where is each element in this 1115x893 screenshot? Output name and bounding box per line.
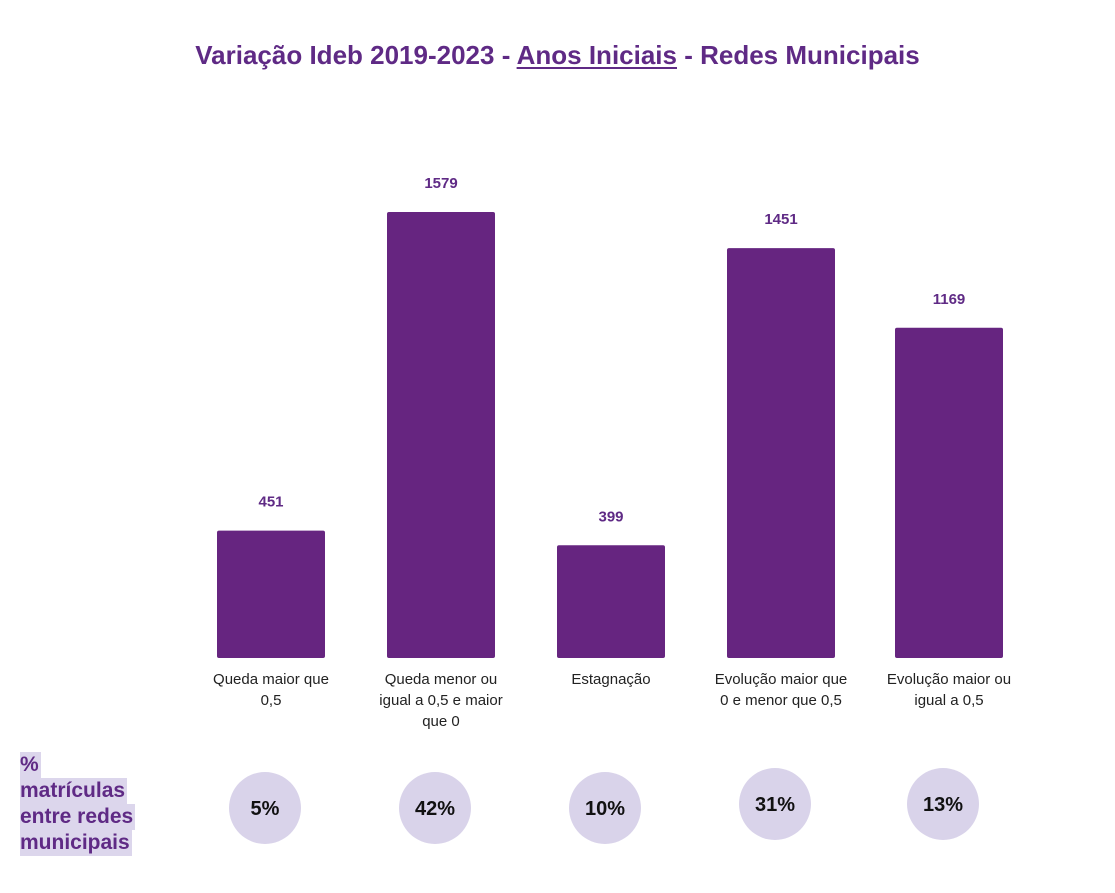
bar [727, 248, 835, 658]
category-label: Estagnação [571, 671, 650, 688]
category-label: Queda menor ou [385, 671, 498, 688]
bar-value-label: 399 [598, 508, 623, 525]
category-label: que 0 [422, 713, 460, 730]
category-label: igual a 0,5 e maior [379, 692, 502, 709]
percent-enrollment-label: % matrículas entre redes municipais [20, 752, 136, 856]
percent-label: 10% [585, 798, 625, 820]
percent-enrollment-label-line: % [20, 752, 41, 778]
chart-title-suffix: - Redes Municipais [677, 40, 920, 70]
percent-label: 42% [415, 798, 455, 820]
bar-value-label: 1579 [424, 175, 457, 192]
bar-value-label: 451 [258, 494, 283, 511]
category-label: 0 e menor que 0,5 [720, 692, 842, 709]
percent-label: 5% [251, 798, 280, 820]
percent-circle [739, 768, 811, 840]
percent-circle [399, 772, 471, 844]
bar [217, 530, 325, 658]
chart-title: Variação Ideb 2019-2023 - Anos Iniciais … [0, 40, 1115, 71]
chart-title-underlined: Anos Iniciais [516, 40, 677, 70]
category-label: igual a 0,5 [914, 692, 983, 709]
bar-value-label: 1169 [933, 291, 966, 308]
bar [895, 327, 1003, 658]
percent-circle [569, 772, 641, 844]
percent-label: 31% [755, 794, 795, 816]
percent-circle [229, 772, 301, 844]
category-label: 0,5 [261, 692, 282, 709]
category-label: Queda maior que [213, 671, 329, 688]
percent-enrollment-label-line: entre redes [20, 804, 136, 830]
category-label: Evolução maior que [715, 671, 848, 688]
percent-label: 13% [923, 794, 963, 816]
bar [387, 212, 495, 658]
percent-enrollment-label-line: municipais [20, 830, 132, 856]
chart-title-prefix: Variação Ideb 2019-2023 - [195, 40, 517, 70]
category-label: Evolução maior ou [887, 671, 1011, 688]
percent-enrollment-label-line: matrículas [20, 778, 128, 804]
bar-value-label: 1451 [764, 211, 797, 228]
percent-circle [907, 768, 979, 840]
bar [557, 545, 665, 658]
